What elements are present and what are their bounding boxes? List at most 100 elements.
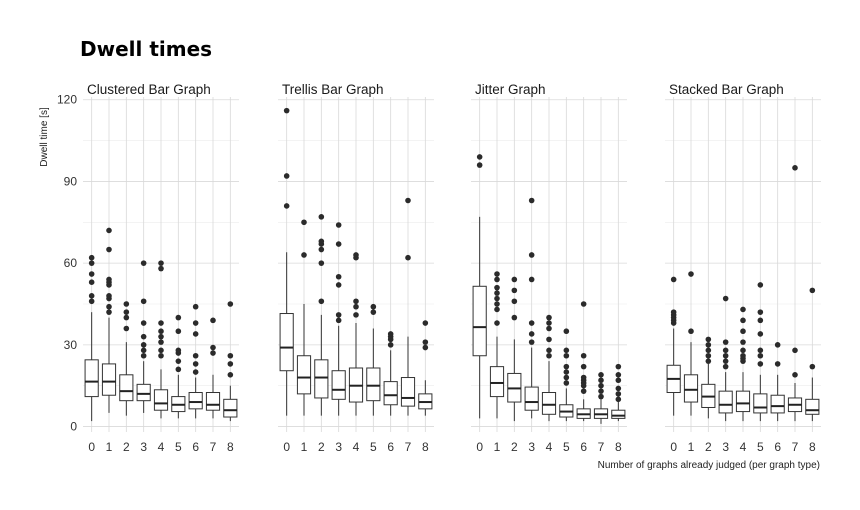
outlier-point xyxy=(563,352,570,359)
outlier-point xyxy=(580,363,587,370)
x-tick-label: 5 xyxy=(370,440,377,454)
outlier-point xyxy=(563,380,570,386)
outlier-point xyxy=(335,273,342,280)
outlier-point xyxy=(335,222,342,228)
x-tick-label: 1 xyxy=(494,440,501,454)
iqr-box xyxy=(205,392,221,411)
outlier-point xyxy=(580,352,587,359)
outlier-point xyxy=(546,314,552,321)
outlier-point xyxy=(283,203,290,209)
outlier-point xyxy=(563,363,570,370)
iqr-box xyxy=(683,374,699,403)
facet-title: Clustered Bar Graph xyxy=(87,82,211,97)
outlier-point xyxy=(757,282,764,288)
box-2 xyxy=(701,336,716,419)
y-tick-label: 120 xyxy=(57,93,77,107)
outlier-point xyxy=(88,293,95,299)
box-8 xyxy=(611,363,626,422)
x-tick-label: 4 xyxy=(740,440,747,454)
x-tick-label: 0 xyxy=(670,440,677,454)
outlier-point xyxy=(318,214,325,220)
outlier-point xyxy=(106,293,112,299)
iqr-box xyxy=(770,394,785,414)
x-tick-label: 2 xyxy=(318,440,325,454)
y-tick-label: 90 xyxy=(64,174,78,188)
x-tick-label: 4 xyxy=(158,440,165,454)
outlier-point xyxy=(809,363,816,370)
outlier-point xyxy=(192,369,199,375)
iqr-box xyxy=(331,370,346,400)
outlier-point xyxy=(335,312,342,318)
outlier-point xyxy=(210,344,216,351)
outlier-point xyxy=(175,366,182,373)
outlier-point xyxy=(757,347,764,354)
outlier-point xyxy=(405,197,411,204)
y-tick-label: 60 xyxy=(64,256,78,270)
outlier-point xyxy=(494,306,500,313)
outlier-point xyxy=(598,382,604,389)
outlier-point xyxy=(688,328,694,335)
outlier-point xyxy=(283,107,290,114)
outlier-point xyxy=(227,352,234,359)
box-3 xyxy=(331,222,346,416)
iqr-box xyxy=(223,398,238,418)
y-tick-label: 30 xyxy=(64,338,78,352)
x-tick-label: 2 xyxy=(511,440,518,454)
outlier-point xyxy=(615,396,622,403)
outlier-point xyxy=(722,347,729,354)
iqr-box xyxy=(805,398,820,415)
outlier-point xyxy=(158,352,164,359)
x-tick-label: 7 xyxy=(792,440,799,454)
iqr-box xyxy=(296,355,312,395)
outlier-point xyxy=(705,358,712,364)
box-5 xyxy=(753,282,768,422)
outlier-point xyxy=(88,271,95,277)
outlier-point xyxy=(353,252,359,258)
x-tick-label: 2 xyxy=(705,440,712,454)
outlier-point xyxy=(140,260,147,266)
outlier-point xyxy=(774,342,781,348)
iqr-box xyxy=(153,389,169,411)
outlier-point xyxy=(598,388,604,394)
outlier-point xyxy=(792,347,798,354)
y-axis-ticks: 0 30 60 90 120 xyxy=(57,93,77,434)
x-tick-label: 4 xyxy=(546,440,553,454)
outlier-point xyxy=(757,361,764,367)
outlier-point xyxy=(370,309,377,315)
box-7 xyxy=(400,197,416,416)
outlier-point xyxy=(511,298,518,305)
facet-title: Stacked Bar Graph xyxy=(669,82,784,97)
outlier-point xyxy=(158,339,164,345)
outlier-point xyxy=(140,320,147,326)
y-axis-label: Dwell time [s] xyxy=(39,107,50,167)
iqr-box xyxy=(524,386,539,411)
box-4 xyxy=(348,252,364,416)
outlier-point xyxy=(740,352,746,359)
x-tick-label: 1 xyxy=(301,440,308,454)
box-0 xyxy=(279,107,294,416)
outlier-point xyxy=(318,298,325,305)
x-tick-label: 0 xyxy=(283,440,290,454)
outlier-point xyxy=(792,165,798,171)
outlier-point xyxy=(740,317,746,324)
outlier-point xyxy=(422,320,429,326)
x-tick-label: 8 xyxy=(227,440,234,454)
box-0 xyxy=(84,254,99,422)
outlier-point xyxy=(210,317,216,324)
outlier-point xyxy=(528,276,535,283)
outlier-point xyxy=(546,325,552,332)
outlier-point xyxy=(405,254,411,261)
chart-title: Dwell times xyxy=(80,37,212,61)
outlier-point xyxy=(580,301,587,307)
outlier-point xyxy=(422,339,429,345)
outlier-point xyxy=(123,325,130,332)
outlier-point xyxy=(615,385,622,392)
outlier-point xyxy=(158,320,164,326)
outlier-point xyxy=(192,320,199,326)
iqr-box xyxy=(718,390,733,414)
facet-panel: Trellis Bar Graph 0 1 2 3 4 5 6 7 8 xyxy=(278,82,434,454)
outlier-point xyxy=(722,358,729,364)
x-tick-label: 1 xyxy=(106,440,113,454)
outlier-point xyxy=(210,350,216,356)
box-6 xyxy=(770,342,785,422)
